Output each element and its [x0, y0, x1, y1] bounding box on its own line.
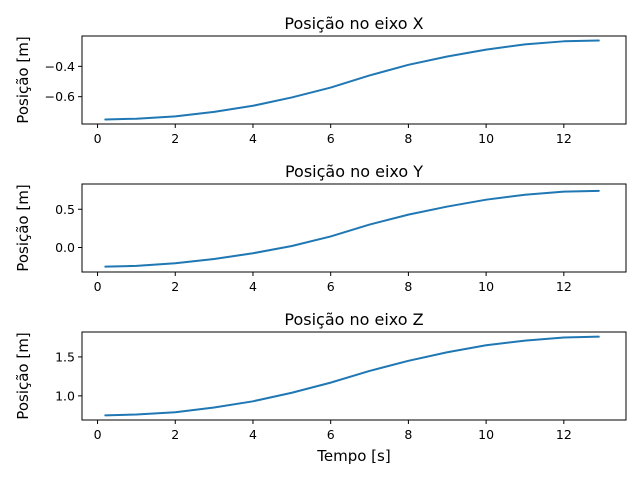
series-line-1-1 [104, 39, 600, 121]
x-tick-label: 8 [404, 279, 412, 294]
y-tick-label: 0.0 [55, 240, 75, 255]
y-axis-label: Posição [m] [14, 184, 32, 271]
series-line-2-1 [104, 189, 600, 268]
x-tick-label: 10 [478, 131, 494, 146]
x-tick-label: 12 [556, 279, 572, 294]
plot-frame [81, 35, 627, 125]
x-tick-label: 6 [327, 279, 335, 294]
subplot-title: Posição no eixo Y [285, 162, 423, 181]
x-tick-label: 12 [556, 427, 572, 442]
series-line-3-1 [104, 335, 600, 417]
x-axis-label: Tempo [s] [316, 447, 390, 465]
plot-frame [81, 331, 627, 421]
y-tick-label: 1.5 [55, 349, 75, 364]
y-axis-label: Posição [m] [14, 332, 32, 419]
subplot-1: 0 2 4 6 8 10 12 −0.6 −0.4 Posição no eixo X Posiçã… [14, 14, 627, 146]
x-tick-label: 2 [171, 279, 179, 294]
subplot-title: Posição no eixo Z [284, 310, 423, 329]
y-tick-label: 0.5 [55, 202, 75, 217]
y-tick-label: 1.0 [55, 388, 75, 403]
x-tick-label: 2 [171, 131, 179, 146]
x-tick-label: 2 [171, 427, 179, 442]
y-tick-label: −0.6 [45, 89, 75, 104]
x-tick-label: 0 [94, 427, 102, 442]
y-tick-label: −0.4 [45, 59, 75, 74]
subplot-title: Posição no eixo X [284, 14, 423, 33]
subplot-2: 0 2 4 6 8 10 12 0.0 0.5 Posição no eixo Y Posição … [14, 162, 627, 294]
x-tick-label: 8 [404, 427, 412, 442]
x-tick-label: 10 [478, 427, 494, 442]
x-tick-label: 6 [327, 131, 335, 146]
x-tick-label: 4 [249, 279, 257, 294]
x-tick-label: 4 [249, 427, 257, 442]
subplot-3: 0 2 4 6 8 10 12 1.0 1.5 Posição no eixo Z Posição … [14, 310, 627, 465]
x-tick-label: 8 [404, 131, 412, 146]
x-tick-label: 4 [249, 131, 257, 146]
x-tick-label: 0 [94, 131, 102, 146]
x-tick-label: 10 [478, 279, 494, 294]
y-axis-label: Posição [m] [14, 36, 32, 123]
plot-frame [81, 183, 627, 273]
x-tick-label: 12 [556, 131, 572, 146]
x-tick-label: 0 [94, 279, 102, 294]
x-tick-label: 6 [327, 427, 335, 442]
